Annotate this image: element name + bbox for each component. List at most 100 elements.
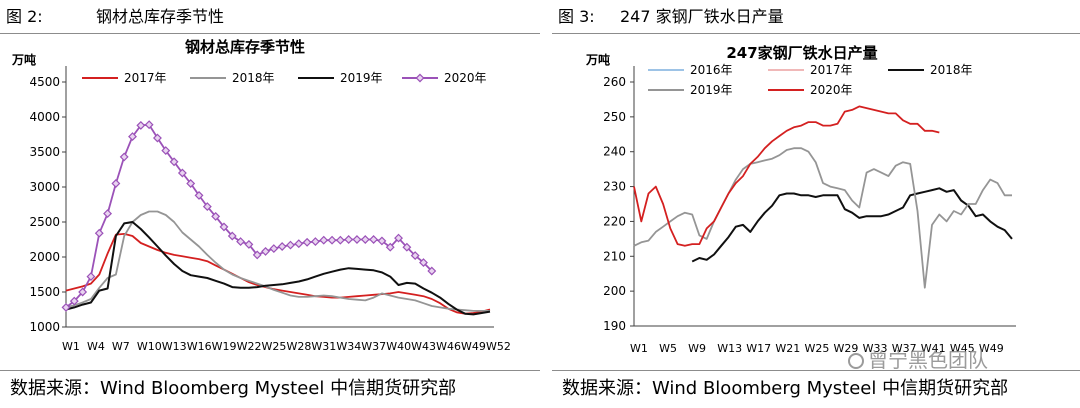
y-tick-label: 210 <box>603 249 626 263</box>
data-point-marker <box>136 120 146 130</box>
x-tick-label: W1 <box>62 340 80 353</box>
data-point-marker <box>261 246 270 256</box>
legend-item: 2018年 <box>888 63 973 77</box>
data-point-marker <box>269 244 279 254</box>
data-point-marker <box>227 231 237 241</box>
data-point-marker <box>211 211 221 221</box>
data-point-marker <box>310 237 320 247</box>
x-tick-label: W52 <box>486 340 511 353</box>
y-tick-label: 220 <box>603 214 626 228</box>
legend-label: 2020年 <box>810 83 853 97</box>
data-point-marker <box>86 272 96 282</box>
series-line <box>691 187 1013 263</box>
x-tick-label: W49 <box>461 340 486 353</box>
x-tick-label: W25 <box>262 340 287 353</box>
data-point-marker <box>369 235 379 244</box>
source-note: 数据来源：Wind Bloomberg Mysteel 中信期货研究部 <box>10 378 457 399</box>
legend-item: 2018年 <box>190 71 275 85</box>
legend-label: 2017年 <box>810 63 853 77</box>
y-tick-label: 240 <box>603 145 626 159</box>
watermark-text: 曾宁黑色团队 <box>868 348 988 372</box>
x-tick-label: W49 <box>979 342 1004 355</box>
right-figure: 图 3: 247 家钢厂铁水日产量 247家钢厂铁水日产量 万吨 190 200 210… <box>552 0 1080 408</box>
x-tick-label: W13 <box>717 342 742 355</box>
y-tick-label: 1000 <box>29 320 60 334</box>
figure-footer: 数据来源：Wind Bloomberg Mysteel 中信期货研究部 <box>0 370 540 408</box>
x-tick-label: W37 <box>361 340 386 353</box>
x-tick-label: W41 <box>921 342 946 355</box>
legend-item: 2020年 <box>402 71 487 85</box>
x-tick-label: W34 <box>336 340 361 353</box>
x-tick-label: W31 <box>311 340 336 353</box>
data-point-marker <box>169 157 179 167</box>
legend-label: 2019年 <box>690 83 733 97</box>
series-line <box>65 210 490 312</box>
data-point-marker <box>186 179 196 188</box>
x-tick-label: W46 <box>436 340 461 353</box>
series-2019年 <box>65 221 491 316</box>
x-tick-label: W21 <box>775 342 800 355</box>
data-point-marker <box>94 228 104 238</box>
legend-item: 2017年 <box>768 63 853 77</box>
left-figure: 图 2: 钢材总库存季节性 钢材总库存季节性 万吨 1000 1500 2000 2500… <box>0 0 540 408</box>
series-2020年 <box>633 105 940 247</box>
figure-caption: 247 家钢厂铁水日产量 <box>620 7 784 26</box>
data-point-marker <box>144 120 154 130</box>
data-point-marker <box>394 233 403 243</box>
x-tick-label: W17 <box>746 342 771 355</box>
series-2019年 <box>633 147 1012 289</box>
x-tick-label: W28 <box>286 340 311 353</box>
source-note: 数据来源：Wind Bloomberg Mysteel 中信期货研究部 <box>562 378 1009 399</box>
x-tick-label: W45 <box>950 342 975 355</box>
data-point-marker <box>277 242 287 251</box>
x-tick-label: W19 <box>212 340 237 353</box>
x-tick-label: W33 <box>863 342 888 355</box>
legend-label: 2018年 <box>930 63 973 77</box>
data-point-marker <box>360 235 370 244</box>
legend-label: 2020年 <box>444 71 487 85</box>
legend-item: 2019年 <box>298 71 383 85</box>
series-2020年 <box>61 120 437 312</box>
x-tick-label: W7 <box>112 340 130 353</box>
data-point-marker <box>194 190 204 200</box>
y-tick-label: 230 <box>603 180 626 194</box>
chart-title: 钢材总库存季节性 <box>185 38 305 56</box>
data-point-marker <box>302 237 312 247</box>
legend-marker <box>415 73 425 83</box>
x-tick-label: W16 <box>187 340 212 353</box>
x-tick-label: W10 <box>137 340 162 353</box>
data-point-marker <box>294 239 304 249</box>
series-2017年 <box>65 232 491 315</box>
legend-label: 2016年 <box>690 63 733 77</box>
data-point-marker <box>252 250 262 260</box>
x-tick-label: W1 <box>630 342 648 355</box>
x-tick-label: W9 <box>688 342 706 355</box>
data-point-marker <box>377 236 387 246</box>
figure-footer: 数据来源：Wind Bloomberg Mysteel 中信期货研究部 <box>552 370 1080 408</box>
x-tick-label: W40 <box>386 340 411 353</box>
y-tick-label: 4000 <box>29 110 60 124</box>
chart-title: 247家钢厂铁水日产量 <box>726 44 877 62</box>
axes: 1000 1500 2000 2500 3000 3500 4000 4500 W1 W4 W7 W1… <box>29 66 511 353</box>
figure-header: 图 2: 钢材总库存季节性 <box>0 0 540 34</box>
data-point-marker <box>78 287 88 297</box>
series-2018年 <box>691 187 1013 263</box>
y-axis-unit: 万吨 <box>11 52 36 67</box>
legend-item: 2020年 <box>768 83 853 97</box>
data-point-marker <box>119 152 129 162</box>
x-tick-label: W22 <box>237 340 262 353</box>
data-point-marker <box>177 168 187 178</box>
data-point-marker <box>319 235 329 245</box>
data-point-marker <box>352 235 362 244</box>
data-point-marker <box>103 209 113 219</box>
x-tick-label: W25 <box>804 342 829 355</box>
y-tick-label: 2000 <box>29 250 60 264</box>
y-tick-label: 4500 <box>29 75 60 89</box>
data-point-marker <box>244 239 254 249</box>
y-tick-label: 2500 <box>29 215 60 229</box>
data-point-marker <box>402 242 412 252</box>
data-point-marker <box>128 132 137 142</box>
series-line <box>633 147 1012 289</box>
data-point-marker <box>327 235 337 245</box>
